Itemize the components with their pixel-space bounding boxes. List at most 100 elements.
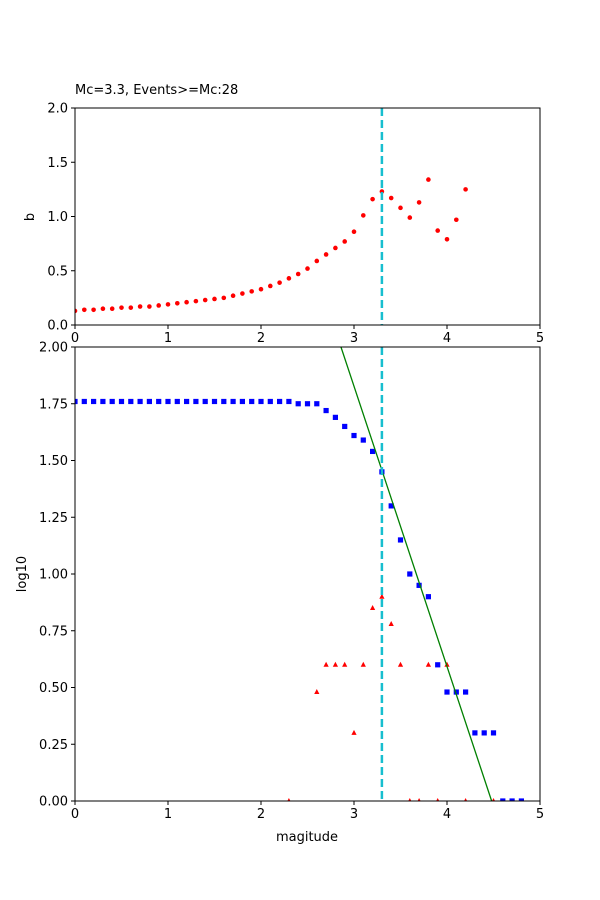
cumulative-point <box>258 398 264 405</box>
noncumulative-point <box>425 661 431 667</box>
data-point <box>277 280 282 285</box>
x-tick-label: 5 <box>536 331 544 346</box>
cumulative-point <box>156 398 162 405</box>
x-tick-label: 3 <box>350 807 358 822</box>
data-point <box>230 293 236 299</box>
data-point <box>258 286 264 292</box>
y-tick-label: 0.50 <box>39 681 68 696</box>
x-tick-label: 2 <box>257 331 265 346</box>
cumulative-point <box>518 798 524 801</box>
cumulative-point <box>91 398 97 405</box>
noncumulative-point <box>397 661 404 667</box>
cumulative-point <box>137 398 143 405</box>
cumulative-point <box>416 582 422 588</box>
cumulative-point <box>211 398 218 405</box>
bottom-panel-ylabel: log10 <box>15 556 30 592</box>
bottom-panel-xlabel: magitude <box>276 830 338 845</box>
cumulative-point <box>407 571 413 577</box>
data-point <box>454 217 459 223</box>
x-tick-label: 1 <box>164 807 172 822</box>
cumulative-point <box>500 798 506 801</box>
y-tick-label: 1.25 <box>39 511 68 526</box>
y-tick-label: 0.0 <box>47 319 68 334</box>
cumulative-point <box>332 414 338 420</box>
noncumulative-point <box>332 661 338 667</box>
y-tick-label: 1.75 <box>39 397 68 412</box>
cumulative-point <box>463 689 469 695</box>
frequency-marks <box>75 347 524 801</box>
noncumulative-point <box>491 798 496 801</box>
data-point <box>137 304 143 309</box>
cumulative-point <box>342 423 348 430</box>
b-value-panel: Mc=3.3, Events>=Mc:28 0 1 2 3 4 5 0.0 0.5 1.0 1.5… <box>23 83 544 346</box>
cumulative-point <box>481 730 487 736</box>
noncumulative-point <box>464 798 468 801</box>
data-point <box>323 252 329 257</box>
cumulative-point <box>193 398 199 405</box>
cumulative-point <box>174 398 180 405</box>
noncumulative-point <box>408 798 412 801</box>
cumulative-point <box>351 432 357 439</box>
cumulative-point <box>472 730 478 736</box>
cumulative-point <box>286 398 292 405</box>
top-panel-ylabel: b <box>23 213 38 221</box>
cumulative-point <box>425 594 431 600</box>
cumulative-point <box>444 689 450 695</box>
y-tick-label: 0.00 <box>39 795 68 810</box>
data-point <box>240 291 245 296</box>
data-point <box>128 305 134 310</box>
noncumulative-point <box>314 689 320 695</box>
noncumulative-point <box>417 798 421 801</box>
y-tick-label: 2.00 <box>39 341 68 356</box>
noncumulative-point <box>370 605 376 611</box>
noncumulative-point <box>351 729 357 735</box>
cumulative-point <box>184 398 190 405</box>
data-point <box>147 304 152 309</box>
cumulative-point <box>81 398 87 405</box>
x-tick-label: 0 <box>71 331 79 346</box>
noncumulative-point <box>379 593 385 599</box>
data-point <box>435 228 441 233</box>
x-tick-label: 2 <box>257 807 265 822</box>
data-point <box>82 307 87 313</box>
noncumulative-point <box>436 798 440 801</box>
data-point <box>416 200 422 205</box>
cumulative-point <box>118 398 125 405</box>
cumulative-point <box>370 448 376 455</box>
b-value-marks <box>75 108 468 325</box>
cumulative-point <box>267 398 273 405</box>
y-tick-label: 1.00 <box>39 568 68 583</box>
data-point <box>305 266 310 271</box>
frequency-magnitude-panel: 0 1 2 3 4 5 0.00 0.25 0.50 0.75 1.00 1.25 1.50 1.75 2.… <box>15 341 544 846</box>
cumulative-point <box>249 398 255 405</box>
cumulative-point <box>109 398 115 405</box>
data-point <box>351 229 357 234</box>
cumulative-point <box>295 401 301 407</box>
data-point <box>100 306 106 312</box>
y-tick-label: 0.5 <box>47 264 68 279</box>
data-point <box>268 283 273 289</box>
y-tick-label: 1.0 <box>47 210 68 225</box>
data-point <box>333 245 338 251</box>
noncumulative-point <box>360 661 366 667</box>
cumulative-point <box>388 503 394 509</box>
cumulative-point <box>490 730 497 736</box>
frequency-axes: 0 1 2 3 4 5 0.00 0.25 0.50 0.75 1.00 1.25 1.50 1.75 2.… <box>39 341 544 823</box>
y-tick-label: 0.75 <box>39 624 68 639</box>
data-point <box>286 276 292 281</box>
y-tick-label: 0.25 <box>39 738 68 753</box>
data-point <box>295 271 301 277</box>
x-tick-label: 4 <box>443 807 451 822</box>
data-point <box>119 305 124 310</box>
data-point <box>370 196 375 202</box>
x-tick-label: 3 <box>350 331 358 346</box>
noncumulative-point <box>323 661 329 667</box>
x-tick-label: 4 <box>443 331 451 346</box>
data-point <box>91 307 96 313</box>
noncumulative-point <box>444 661 450 667</box>
data-point <box>314 258 320 264</box>
data-point <box>463 187 468 192</box>
cumulative-point <box>230 398 236 405</box>
